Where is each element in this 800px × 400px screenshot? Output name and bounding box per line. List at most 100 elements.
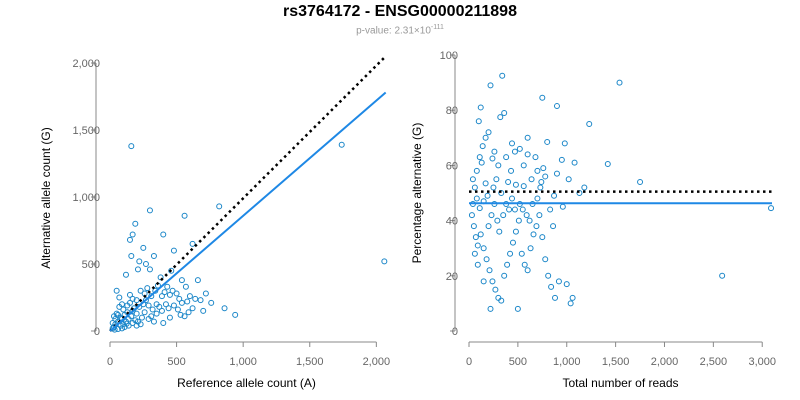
data-point <box>189 305 196 312</box>
data-point <box>489 155 496 162</box>
data-point <box>581 184 588 191</box>
data-point <box>505 178 512 185</box>
data-point <box>473 195 480 202</box>
data-point <box>132 220 139 227</box>
data-point <box>158 293 165 300</box>
data-point <box>128 252 135 259</box>
x-axis-label: Total number of reads <box>562 376 678 390</box>
data-point <box>501 109 508 116</box>
data-point <box>166 291 173 298</box>
data-point <box>122 271 129 278</box>
data-point <box>616 79 623 86</box>
x-tick-label: 1,500 <box>296 356 324 368</box>
data-point <box>170 247 177 254</box>
data-point <box>486 267 493 274</box>
data-point <box>128 143 135 150</box>
data-point <box>508 167 515 174</box>
data-point <box>512 228 519 235</box>
y-tick-label: 60 <box>446 160 458 172</box>
data-point <box>129 319 136 326</box>
data-point <box>123 320 130 327</box>
data-point <box>116 294 123 301</box>
data-point <box>523 212 530 219</box>
y-tick-label: 80 <box>446 105 458 117</box>
data-point <box>137 321 144 328</box>
data-point <box>490 184 497 191</box>
data-point <box>559 203 566 210</box>
data-point <box>173 290 180 297</box>
data-point <box>551 192 558 199</box>
data-point <box>170 302 177 309</box>
x-tick-label: 1,500 <box>602 356 630 368</box>
x-tick-label: 2,000 <box>651 356 679 368</box>
data-point <box>553 103 560 110</box>
data-point <box>532 154 539 161</box>
data-point <box>520 183 527 190</box>
data-point <box>518 250 525 257</box>
y-tick-label: 40 <box>446 216 458 228</box>
data-point <box>719 272 726 279</box>
data-point <box>232 311 239 318</box>
data-point <box>553 170 560 177</box>
y-tick-label: 2,000 <box>72 58 100 70</box>
data-point <box>137 287 144 294</box>
data-point <box>192 295 199 302</box>
data-point <box>534 167 541 174</box>
data-point <box>555 278 562 285</box>
data-point <box>185 309 192 316</box>
x-tick-label: 1,000 <box>553 356 581 368</box>
data-point <box>493 176 500 183</box>
data-point <box>558 156 565 163</box>
data-point <box>496 228 503 235</box>
data-point <box>527 245 534 252</box>
data-point <box>178 299 185 306</box>
data-point <box>186 293 193 300</box>
data-point <box>521 261 528 268</box>
data-point <box>134 266 141 273</box>
data-point <box>113 310 120 317</box>
scatter-panel-2: 0 20 40 60 80 100 0 500 1,000 1,500 2,000 2,500 3,00… <box>410 50 776 390</box>
data-point <box>480 278 487 285</box>
y-tick-label: 500 <box>82 259 100 271</box>
p-value-exponent: -111 <box>430 24 444 31</box>
data-point <box>503 154 510 161</box>
data-point <box>485 223 492 230</box>
data-point <box>567 300 574 307</box>
data-point <box>144 285 151 292</box>
data-point <box>141 309 148 316</box>
data-point <box>338 141 345 148</box>
data-point <box>516 145 523 152</box>
data-point <box>120 306 127 313</box>
data-point <box>470 223 477 230</box>
data-point <box>142 261 149 267</box>
data-point <box>563 281 570 288</box>
x-tick-label: 1,000 <box>229 356 257 368</box>
data-point <box>200 307 207 314</box>
data-point <box>157 274 164 281</box>
data-point <box>480 245 487 252</box>
x-tick-label: 2,500 <box>700 356 728 368</box>
data-point <box>542 256 549 263</box>
data-point <box>166 314 173 321</box>
data-point <box>768 205 775 212</box>
data-point <box>156 303 163 310</box>
data-point <box>495 294 502 301</box>
data-point <box>504 261 511 268</box>
data-point <box>138 314 145 321</box>
y-tick-label: 100 <box>440 50 458 62</box>
data-point <box>530 231 537 238</box>
data-point <box>153 310 160 317</box>
data-point <box>489 278 496 285</box>
data-point <box>637 178 644 185</box>
data-point <box>495 162 502 169</box>
data-point <box>160 319 167 326</box>
data-point <box>216 203 223 210</box>
data-point <box>181 313 188 320</box>
data-point <box>126 291 133 298</box>
data-point <box>162 301 169 308</box>
data-point <box>526 217 533 224</box>
data-point <box>161 289 168 296</box>
data-point <box>569 294 576 301</box>
y-tick-label: 20 <box>446 271 458 283</box>
